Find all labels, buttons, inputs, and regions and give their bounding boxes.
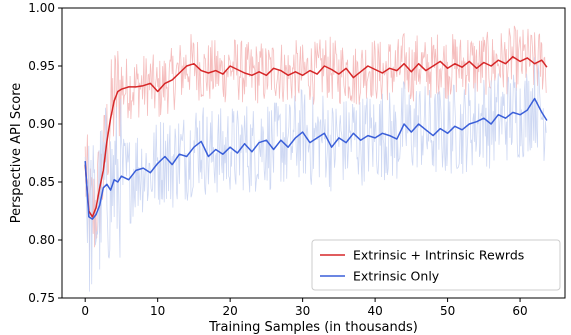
raw-trace-1: [84, 57, 547, 292]
raw-trace-0: [84, 25, 547, 251]
legend-box: [311, 239, 561, 291]
y-tick-label: 0.75: [28, 291, 55, 305]
series-line-0: [84, 55, 548, 218]
x-tick-label: 0: [81, 304, 89, 318]
y-axis-label: Perspective API Score: [9, 83, 24, 224]
x-tick-label: 10: [150, 304, 165, 318]
x-tick-label: 50: [440, 304, 455, 318]
x-axis-label: Training Samples (in thousands): [208, 320, 418, 335]
raw-data-layer: [84, 25, 547, 292]
y-tick-label: 0.85: [28, 175, 55, 189]
x-axis-ticks: 0 10 20 30 40 50 60: [81, 298, 528, 318]
legend-label-extrinsic-intrinsic: Extrinsic + Intrinsic Rewrds: [353, 248, 524, 263]
legend: Extrinsic + Intrinsic Rewrds Extrinsic O…: [311, 239, 561, 291]
x-tick-label: 30: [295, 304, 310, 318]
y-tick-label: 0.90: [28, 117, 55, 131]
legend-label-extrinsic-only: Extrinsic Only: [353, 269, 440, 284]
plot-frame: [61, 7, 566, 299]
y-tick-label: 0.95: [28, 59, 55, 73]
y-axis-ticks: 0.75 0.80 0.85 0.90 0.95 1.00: [28, 1, 62, 305]
x-tick-label: 20: [223, 304, 238, 318]
smoothed-lines-layer: [84, 55, 548, 220]
y-tick-label: 0.80: [28, 233, 55, 247]
x-tick-label: 40: [367, 304, 382, 318]
series-line-1: [84, 97, 548, 220]
x-tick-label: 60: [512, 304, 527, 318]
y-tick-label: 1.00: [28, 1, 55, 15]
